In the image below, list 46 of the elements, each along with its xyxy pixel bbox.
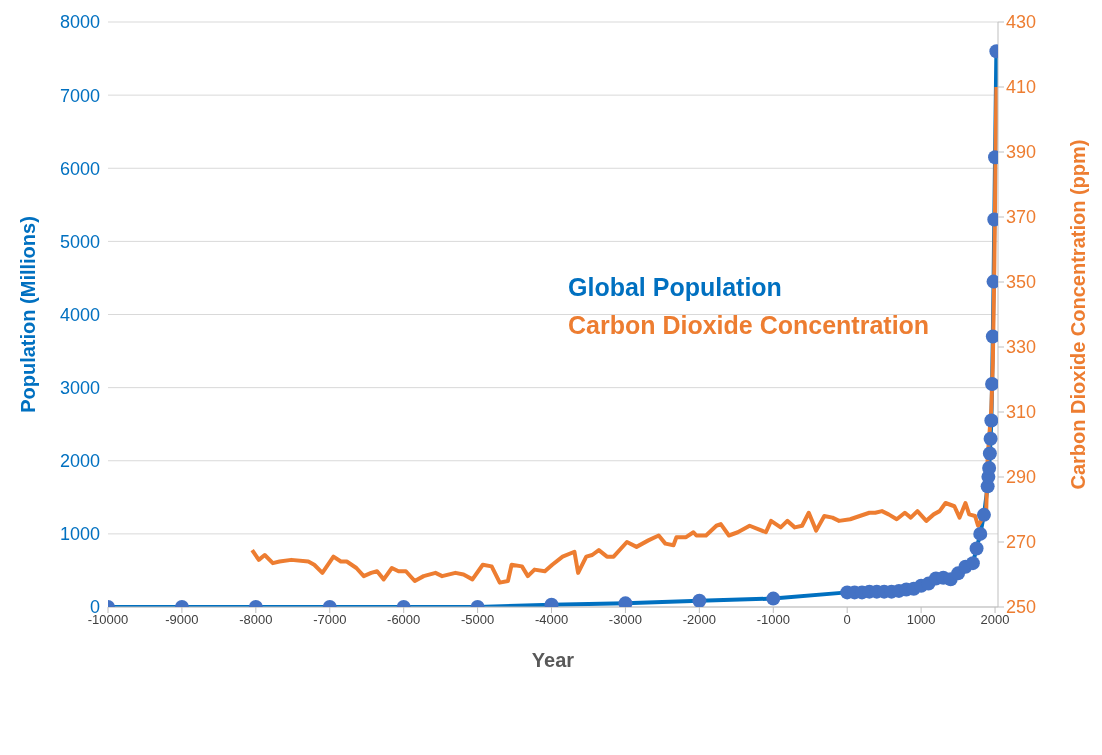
- point: [983, 431, 998, 446]
- point: [985, 329, 998, 344]
- x-tick-label: 2000: [980, 612, 1010, 628]
- y-tick-label: 3000: [59, 378, 100, 399]
- y2-tick-label: 290: [1006, 467, 1037, 488]
- point: [982, 446, 997, 461]
- x-axis-title: Year: [531, 649, 575, 671]
- x-tick-label: -2000: [682, 612, 716, 628]
- point: [965, 556, 980, 571]
- x-tick-label: -7000: [313, 612, 347, 628]
- x-tick-label: -6000: [387, 612, 421, 628]
- y2-tick-label: 370: [1006, 207, 1037, 228]
- y-tick-label: 1000: [59, 524, 100, 545]
- y2-tick-label: 410: [1006, 77, 1037, 98]
- y2-axis-title: Carbon Dioxide Concentration (ppm): [1067, 139, 1090, 490]
- line-series: [250, 85, 998, 585]
- y2-tick-label: 390: [1006, 142, 1037, 163]
- text: Carbon Dioxide Concentration: [568, 310, 930, 341]
- y2-tick-label: 330: [1006, 337, 1037, 358]
- y-tick-label: 4000: [59, 304, 100, 325]
- y2-tick-label: 350: [1006, 272, 1037, 293]
- x-tick-label: -8000: [239, 612, 273, 628]
- y2-tick-label: 310: [1006, 402, 1037, 423]
- y-tick-label: 7000: [59, 85, 100, 106]
- y-tick-label: 6000: [59, 158, 100, 179]
- x-tick-label: -3000: [608, 612, 643, 628]
- x-tick-label: -1000: [756, 612, 790, 628]
- point: [984, 413, 998, 428]
- point: [766, 591, 781, 606]
- point: [973, 526, 988, 541]
- point: [985, 376, 998, 391]
- x-tick-label: -5000: [460, 612, 495, 628]
- y-tick-label: 8000: [59, 12, 100, 33]
- point: [969, 541, 984, 556]
- text: Global Population: [568, 272, 783, 303]
- point: [692, 593, 707, 607]
- x-tick-label: 0: [843, 612, 851, 628]
- y-axis-title: Population (Millions): [17, 216, 40, 413]
- y-tick-label: 5000: [59, 231, 100, 252]
- point: [976, 507, 991, 522]
- y2-tick-label: 430: [1006, 12, 1037, 33]
- x-tick-label: 1000: [906, 612, 936, 628]
- y-tick-label: 2000: [59, 451, 100, 472]
- y2-tick-label: 270: [1006, 532, 1037, 553]
- x-tick-label: -4000: [534, 612, 569, 628]
- x-tick-label: -9000: [165, 612, 199, 628]
